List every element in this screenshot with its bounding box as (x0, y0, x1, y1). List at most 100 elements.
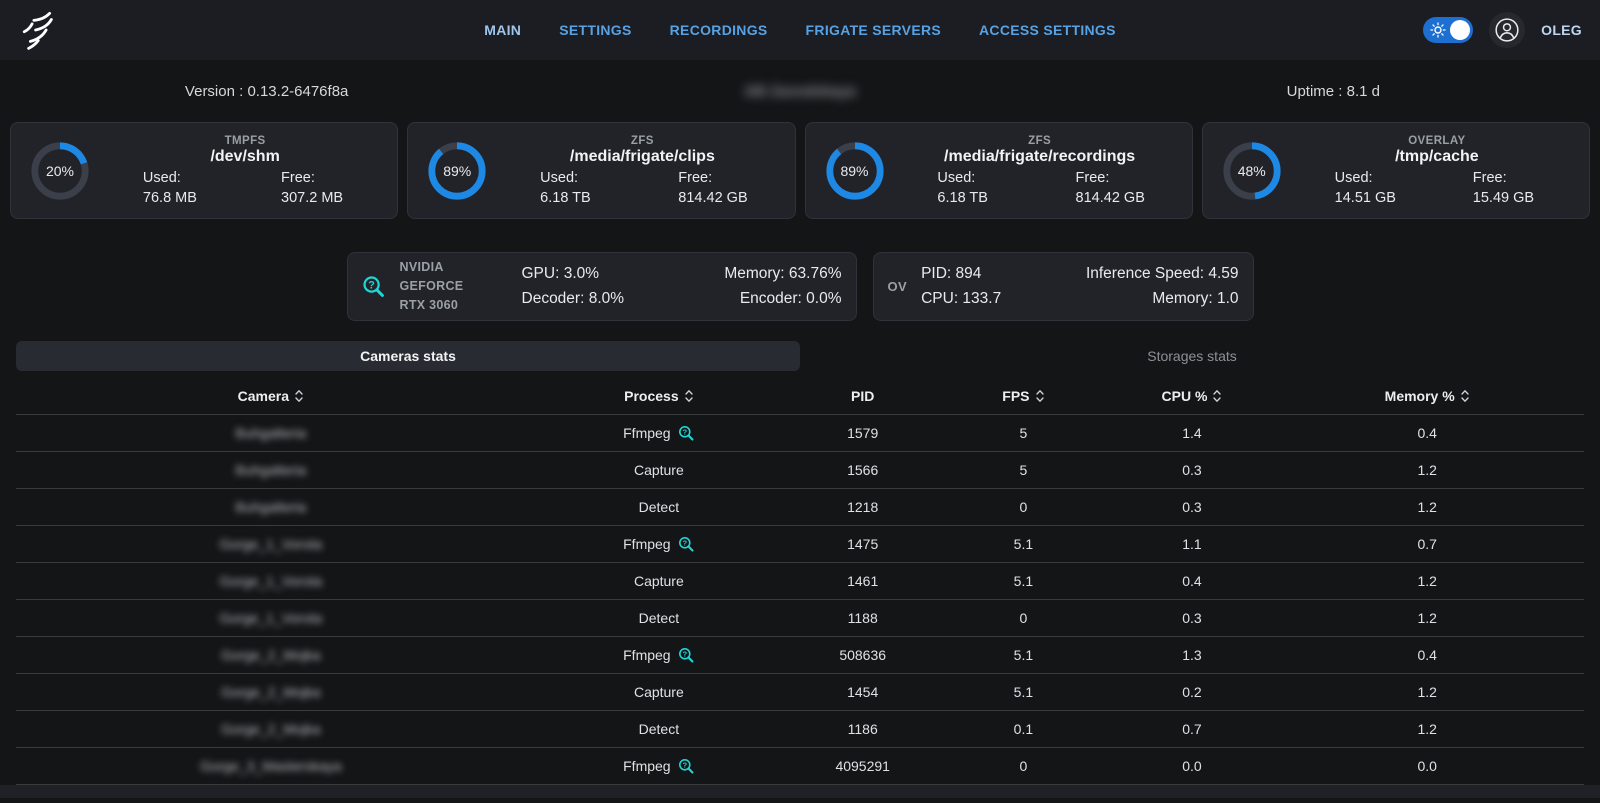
storage-type: OVERLAY (1408, 135, 1466, 147)
used-label: Used: (540, 170, 579, 186)
used-value: 76.8 MB (142, 190, 197, 206)
zoom-info-icon[interactable]: ? (678, 425, 695, 442)
process-name: Ffmpeg (623, 536, 671, 552)
camera-name: Gorge_1_Vorota (219, 536, 323, 552)
memory-value: 1.2 (1270, 451, 1584, 489)
fps-value: 5 (933, 451, 1114, 489)
column-header-memory[interactable]: Memory % (1270, 377, 1584, 415)
pid-value: 1188 (792, 599, 934, 637)
storage-percent: 89% (443, 162, 472, 179)
cpu-value: 1.3 (1113, 636, 1271, 674)
storage-path: /media/frigate/recordings (944, 148, 1136, 165)
fps-value: 5.1 (933, 636, 1114, 674)
memory-value: 1.2 (1270, 599, 1584, 637)
pid-value: 1218 (792, 488, 934, 526)
cpu-value: 1.4 (1113, 414, 1271, 452)
memory-value: 1.2 (1270, 710, 1584, 748)
column-header-fps[interactable]: FPS (933, 377, 1113, 415)
nav-link-access-settings[interactable]: ACCESS SETTINGS (979, 22, 1116, 38)
process-name: Capture (633, 462, 684, 478)
detector-inference-speed: Inference Speed: 4.59 (1085, 265, 1239, 282)
column-header-camera[interactable]: Camera (16, 377, 526, 415)
zoom-info-icon[interactable]: ? (678, 758, 695, 775)
server-name: AB Zavodskaya (744, 82, 856, 100)
detector-pid: PID: 894 (921, 265, 982, 282)
nav-link-settings[interactable]: SETTINGS (559, 22, 632, 38)
detector-memory: Memory: 1.0 (1152, 290, 1239, 307)
memory-value: 0.7 (1270, 525, 1584, 563)
sort-icon (295, 390, 303, 402)
camera-name: Gorge_2_Mojka (220, 647, 321, 663)
used-value: 6.18 TB (540, 190, 591, 206)
camera-name: Buhgalteria (235, 425, 307, 441)
pid-value: 1461 (792, 562, 934, 600)
gpu-name: NVIDIA GEFORCE RTX 3060 (399, 260, 464, 312)
sort-icon (1213, 390, 1222, 402)
column-header-cpu[interactable]: CPU % (1114, 377, 1271, 415)
detector-card: OV PID: 894 Inference Speed: 4.59 CPU: 1… (872, 252, 1254, 321)
process-name: Detect (638, 610, 680, 626)
fps-value: 0 (933, 747, 1114, 785)
camera-name: Gorge_2_Mojka (220, 721, 321, 737)
cpu-value: 1.1 (1113, 525, 1271, 563)
camera-name: Gorge_3_Masterskaya (199, 758, 342, 774)
process-name: Capture (633, 573, 684, 589)
fps-value: 0.1 (933, 710, 1114, 748)
nav-link-main[interactable]: MAIN (484, 22, 522, 38)
used-label: Used: (1334, 170, 1373, 186)
free-label: Free: (281, 170, 315, 186)
zoom-info-icon[interactable]: ? (678, 536, 695, 553)
pid-value: 1186 (792, 710, 934, 748)
free-value: 15.49 GB (1472, 190, 1535, 206)
process-name: Detect (638, 499, 680, 515)
pid-value: 508636 (792, 636, 934, 674)
svg-text:?: ? (682, 427, 687, 436)
theme-toggle[interactable] (1423, 17, 1474, 43)
tab-storages-stats[interactable]: Storages stats (1147, 348, 1237, 364)
table-row: Buhgalteria Detect 1218 0 0.3 1.2 (16, 488, 1584, 526)
zoom-info-icon[interactable]: ? (678, 647, 695, 664)
column-header-process[interactable]: Process (526, 377, 793, 415)
frigate-logo-icon[interactable] (18, 8, 62, 52)
pid-value: 4095291 (792, 747, 934, 785)
pid-value: 1566 (792, 451, 934, 489)
table-row: Gorge_1_Vorota Detect 1188 0 0.3 1.2 (16, 599, 1584, 637)
cpu-value: 0.4 (1113, 562, 1271, 600)
table-row: Gorge_2_Mojka Capture 1454 5.1 0.2 1.2 (16, 673, 1584, 711)
cpu-value: 0.2 (1113, 673, 1271, 711)
used-label: Used: (937, 170, 976, 186)
free-value: 307.2 MB (281, 190, 344, 206)
table-row: Gorge_3_Masterskaya Ffmpeg? 4095291 0 0.0 0.0 (16, 747, 1584, 785)
bottom-strip (0, 785, 1600, 798)
user-name[interactable]: OLEG (1541, 22, 1582, 38)
stats-tabs: Cameras stats Storages stats (16, 341, 1584, 371)
sort-icon (1035, 390, 1044, 402)
svg-text:?: ? (368, 279, 375, 291)
process-name: Ffmpeg (623, 758, 671, 774)
nav-link-recordings[interactable]: RECORDINGS (669, 22, 768, 38)
table-row: Gorge_1_Vorota Ffmpeg? 1475 5.1 1.1 0.7 (16, 525, 1584, 563)
storage-path: /tmp/cache (1395, 148, 1479, 165)
cpu-value: 0.0 (1113, 747, 1271, 785)
storage-type: ZFS (1028, 135, 1052, 147)
gpu-memory: Memory: 63.76% (724, 265, 842, 282)
cpu-value: 0.3 (1113, 451, 1271, 489)
table-row: Gorge_2_Mojka Ffmpeg? 508636 5.1 1.3 0.4 (16, 636, 1584, 674)
fps-value: 0 (933, 599, 1114, 637)
column-header-pid[interactable]: PID (851, 388, 875, 404)
gpu-usage: GPU: 3.0% (521, 265, 600, 282)
cpu-value: 0.7 (1113, 710, 1271, 748)
used-value: 6.18 TB (937, 190, 988, 206)
nav-link-frigate-servers[interactable]: FRIGATE SERVERS (805, 22, 942, 38)
camera-name: Gorge_1_Vorota (219, 573, 323, 589)
storage-cards-row: 20% TMPFS/dev/shm Used: 76.8 MB Free: 307.2 M… (10, 122, 1590, 219)
toggle-knob (1450, 20, 1471, 40)
zoom-info-icon[interactable]: ? (362, 275, 386, 299)
tab-cameras-stats[interactable]: Cameras stats (16, 341, 800, 371)
fps-value: 5.1 (933, 525, 1114, 563)
pid-value: 1579 (792, 414, 934, 452)
user-avatar-button[interactable] (1489, 12, 1526, 48)
process-name: Ffmpeg (623, 647, 671, 663)
storage-usage-donut: 89% (426, 140, 488, 202)
storage-type: TMPFS (224, 135, 266, 147)
